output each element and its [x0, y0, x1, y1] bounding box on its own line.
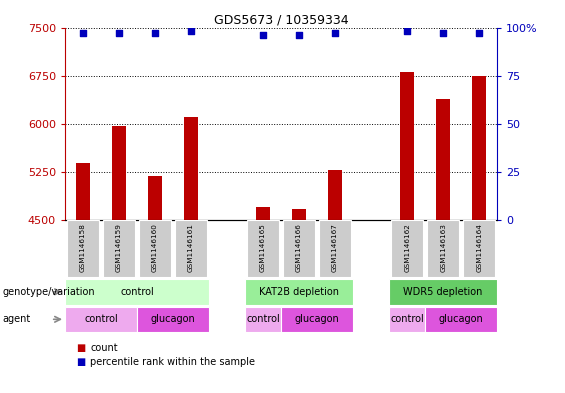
Bar: [391, 220, 423, 277]
Bar: [281, 307, 353, 332]
Text: glucagon: glucagon: [439, 314, 484, 324]
Bar: [389, 307, 425, 332]
Text: percentile rank within the sample: percentile rank within the sample: [90, 356, 255, 367]
Text: control: control: [84, 314, 118, 324]
Bar: [436, 99, 450, 220]
Text: glucagon: glucagon: [151, 314, 195, 324]
Bar: [389, 279, 497, 305]
Text: agent: agent: [3, 314, 31, 324]
Text: GSM1146160: GSM1146160: [152, 223, 158, 272]
Bar: [175, 220, 207, 277]
Bar: [245, 279, 353, 305]
Text: GSM1146158: GSM1146158: [80, 223, 86, 272]
Bar: [472, 75, 486, 220]
Title: GDS5673 / 10359334: GDS5673 / 10359334: [214, 13, 349, 26]
Bar: [67, 220, 99, 277]
Point: [79, 30, 88, 37]
Bar: [184, 117, 198, 220]
Point: [259, 32, 268, 39]
Bar: [328, 170, 342, 220]
Point: [294, 32, 303, 39]
Bar: [256, 207, 270, 220]
Text: GSM1146165: GSM1146165: [260, 223, 266, 272]
Text: GSM1146164: GSM1146164: [476, 223, 482, 272]
Text: control: control: [246, 314, 280, 324]
Text: GSM1146161: GSM1146161: [188, 223, 194, 272]
Bar: [65, 307, 137, 332]
Point: [475, 30, 484, 37]
Bar: [245, 307, 281, 332]
Text: count: count: [90, 343, 118, 353]
Text: WDR5 depletion: WDR5 depletion: [403, 287, 483, 297]
Bar: [247, 220, 279, 277]
Point: [331, 30, 340, 37]
Text: ■: ■: [76, 343, 85, 353]
Text: control: control: [390, 314, 424, 324]
Text: ■: ■: [76, 356, 85, 367]
Bar: [65, 279, 209, 305]
Text: glucagon: glucagon: [295, 314, 340, 324]
Point: [186, 28, 195, 35]
Bar: [425, 307, 497, 332]
Text: KAT2B depletion: KAT2B depletion: [259, 287, 339, 297]
Text: genotype/variation: genotype/variation: [3, 287, 95, 297]
Bar: [112, 127, 126, 220]
Point: [438, 30, 447, 37]
Bar: [137, 307, 209, 332]
Bar: [139, 220, 171, 277]
Bar: [400, 72, 414, 220]
Point: [150, 30, 159, 37]
Bar: [76, 163, 90, 220]
Point: [115, 30, 124, 37]
Bar: [319, 220, 351, 277]
Text: control: control: [120, 287, 154, 297]
Bar: [427, 220, 459, 277]
Bar: [283, 220, 315, 277]
Bar: [463, 220, 496, 277]
Text: GSM1146162: GSM1146162: [404, 223, 410, 272]
Bar: [292, 209, 306, 220]
Point: [403, 28, 412, 35]
Text: GSM1146166: GSM1146166: [296, 223, 302, 272]
Text: GSM1146167: GSM1146167: [332, 223, 338, 272]
Text: GSM1146163: GSM1146163: [440, 223, 446, 272]
Text: GSM1146159: GSM1146159: [116, 223, 122, 272]
Bar: [103, 220, 135, 277]
Bar: [148, 176, 162, 220]
